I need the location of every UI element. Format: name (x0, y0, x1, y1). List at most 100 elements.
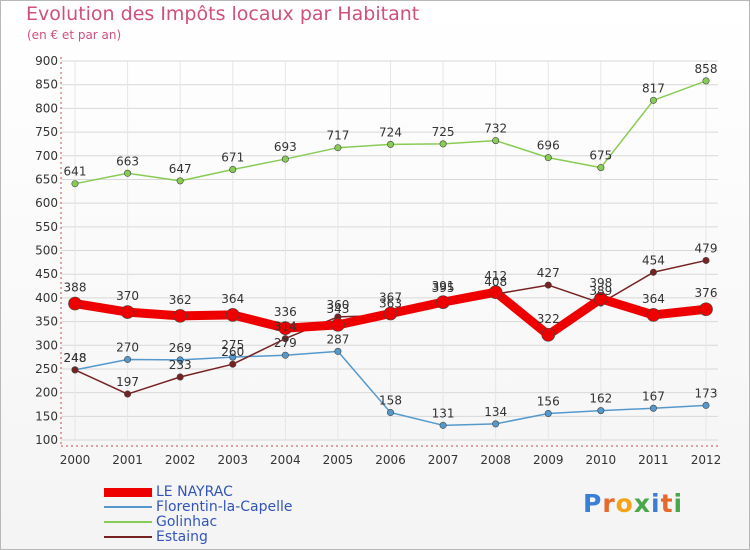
y-tick-label: 800 (35, 101, 58, 115)
y-tick-label: 300 (35, 338, 58, 352)
data-point (492, 137, 500, 145)
data-point (71, 366, 79, 374)
data-point (383, 306, 398, 321)
data-point (71, 180, 79, 188)
chart-title: Evolution des Impôts locaux par Habitant (26, 3, 420, 25)
data-label: 427 (537, 266, 560, 280)
data-label: 336 (274, 305, 297, 319)
data-point (334, 347, 342, 355)
data-label: 389 (589, 284, 612, 298)
proxiti-logo: Proxiti (583, 489, 684, 518)
data-label: 454 (642, 253, 665, 267)
y-tick-label: 250 (35, 362, 58, 376)
x-tick-label: 2006 (375, 453, 406, 467)
x-tick-label: 2007 (428, 453, 459, 467)
data-point (649, 404, 657, 412)
data-point (702, 401, 710, 409)
data-point (229, 353, 237, 361)
x-tick-label: 2002 (165, 453, 196, 467)
x-tick-label: 2009 (533, 453, 564, 467)
x-tick-label: 2011 (638, 453, 669, 467)
data-point (68, 296, 82, 311)
data-point (594, 292, 608, 306)
data-label: 233 (169, 358, 192, 372)
data-label: 167 (642, 389, 665, 403)
data-point (331, 318, 345, 332)
legend-swatch (104, 536, 152, 538)
chart-subtitle: (en € et par an) (27, 28, 122, 42)
data-label: 275 (221, 338, 244, 352)
data-point (120, 305, 135, 319)
data-label: 173 (695, 386, 718, 400)
y-tick-label: 750 (35, 125, 58, 139)
data-point (699, 302, 713, 317)
x-tick-label: 2008 (480, 453, 511, 467)
data-label: 663 (116, 154, 139, 168)
x-tick-label: 2000 (60, 453, 91, 467)
data-label: 408 (484, 275, 507, 289)
data-point (278, 321, 293, 335)
legend-item: Florentin-la-Capelle (104, 500, 334, 515)
y-tick-label: 100 (35, 433, 58, 447)
data-label: 376 (695, 286, 718, 300)
x-tick-label: 2005 (323, 453, 354, 467)
data-label: 367 (379, 291, 402, 305)
data-point (541, 328, 556, 342)
data-point (229, 360, 237, 368)
data-point (124, 355, 132, 363)
data-label: 362 (169, 293, 192, 307)
data-label: 197 (116, 375, 139, 389)
y-tick-label: 550 (35, 220, 58, 234)
data-label: 693 (274, 140, 297, 154)
data-label: 391 (432, 279, 455, 293)
data-point (702, 77, 710, 85)
data-point (176, 177, 184, 185)
data-label: 671 (221, 150, 244, 164)
data-point (597, 407, 605, 415)
data-point (124, 169, 132, 177)
data-point (649, 268, 657, 276)
legend-item: LE NAYRAC (104, 485, 334, 500)
legend-item: Golinhac (104, 515, 334, 530)
x-tick-label: 2004 (270, 453, 301, 467)
data-label: 269 (169, 341, 192, 355)
data-label: 364 (221, 292, 244, 306)
y-tick-label: 700 (35, 149, 58, 163)
data-label: 314 (274, 320, 297, 334)
y-tick-label: 200 (35, 386, 58, 400)
data-point (229, 165, 237, 173)
y-tick-label: 450 (35, 267, 58, 281)
x-tick-label: 2010 (586, 453, 617, 467)
data-label: 279 (274, 336, 297, 350)
data-point (124, 390, 132, 398)
data-point (597, 164, 605, 172)
legend-label: Florentin-la-Capelle (156, 499, 293, 515)
legend-label: LE NAYRAC (156, 484, 233, 500)
data-label: 248 (64, 351, 87, 365)
data-point (649, 96, 657, 104)
y-tick-label: 500 (35, 244, 58, 258)
data-label: 817 (642, 81, 665, 95)
series-lines (68, 77, 713, 429)
x-tick-label: 2001 (112, 453, 143, 467)
data-label: 364 (642, 292, 665, 306)
data-point (176, 356, 184, 364)
data-point (544, 281, 552, 289)
legend-item: Estaing (104, 530, 334, 545)
data-label: 370 (116, 289, 139, 303)
data-label: 858 (695, 62, 718, 76)
data-point (386, 140, 394, 148)
data-label: 270 (116, 340, 139, 354)
grid (61, 60, 718, 441)
data-label: 725 (432, 125, 455, 139)
data-label: 412 (484, 269, 507, 283)
legend: LE NAYRAC Florentin-la-Capelle Golinhac Est… (104, 485, 334, 545)
data-point (439, 140, 447, 148)
data-label: 479 (695, 241, 718, 255)
data-label: 388 (64, 281, 87, 295)
y-tick-label: 650 (35, 172, 58, 186)
data-point (281, 335, 289, 343)
data-point (702, 256, 710, 264)
legend-label: Estaing (156, 529, 208, 545)
